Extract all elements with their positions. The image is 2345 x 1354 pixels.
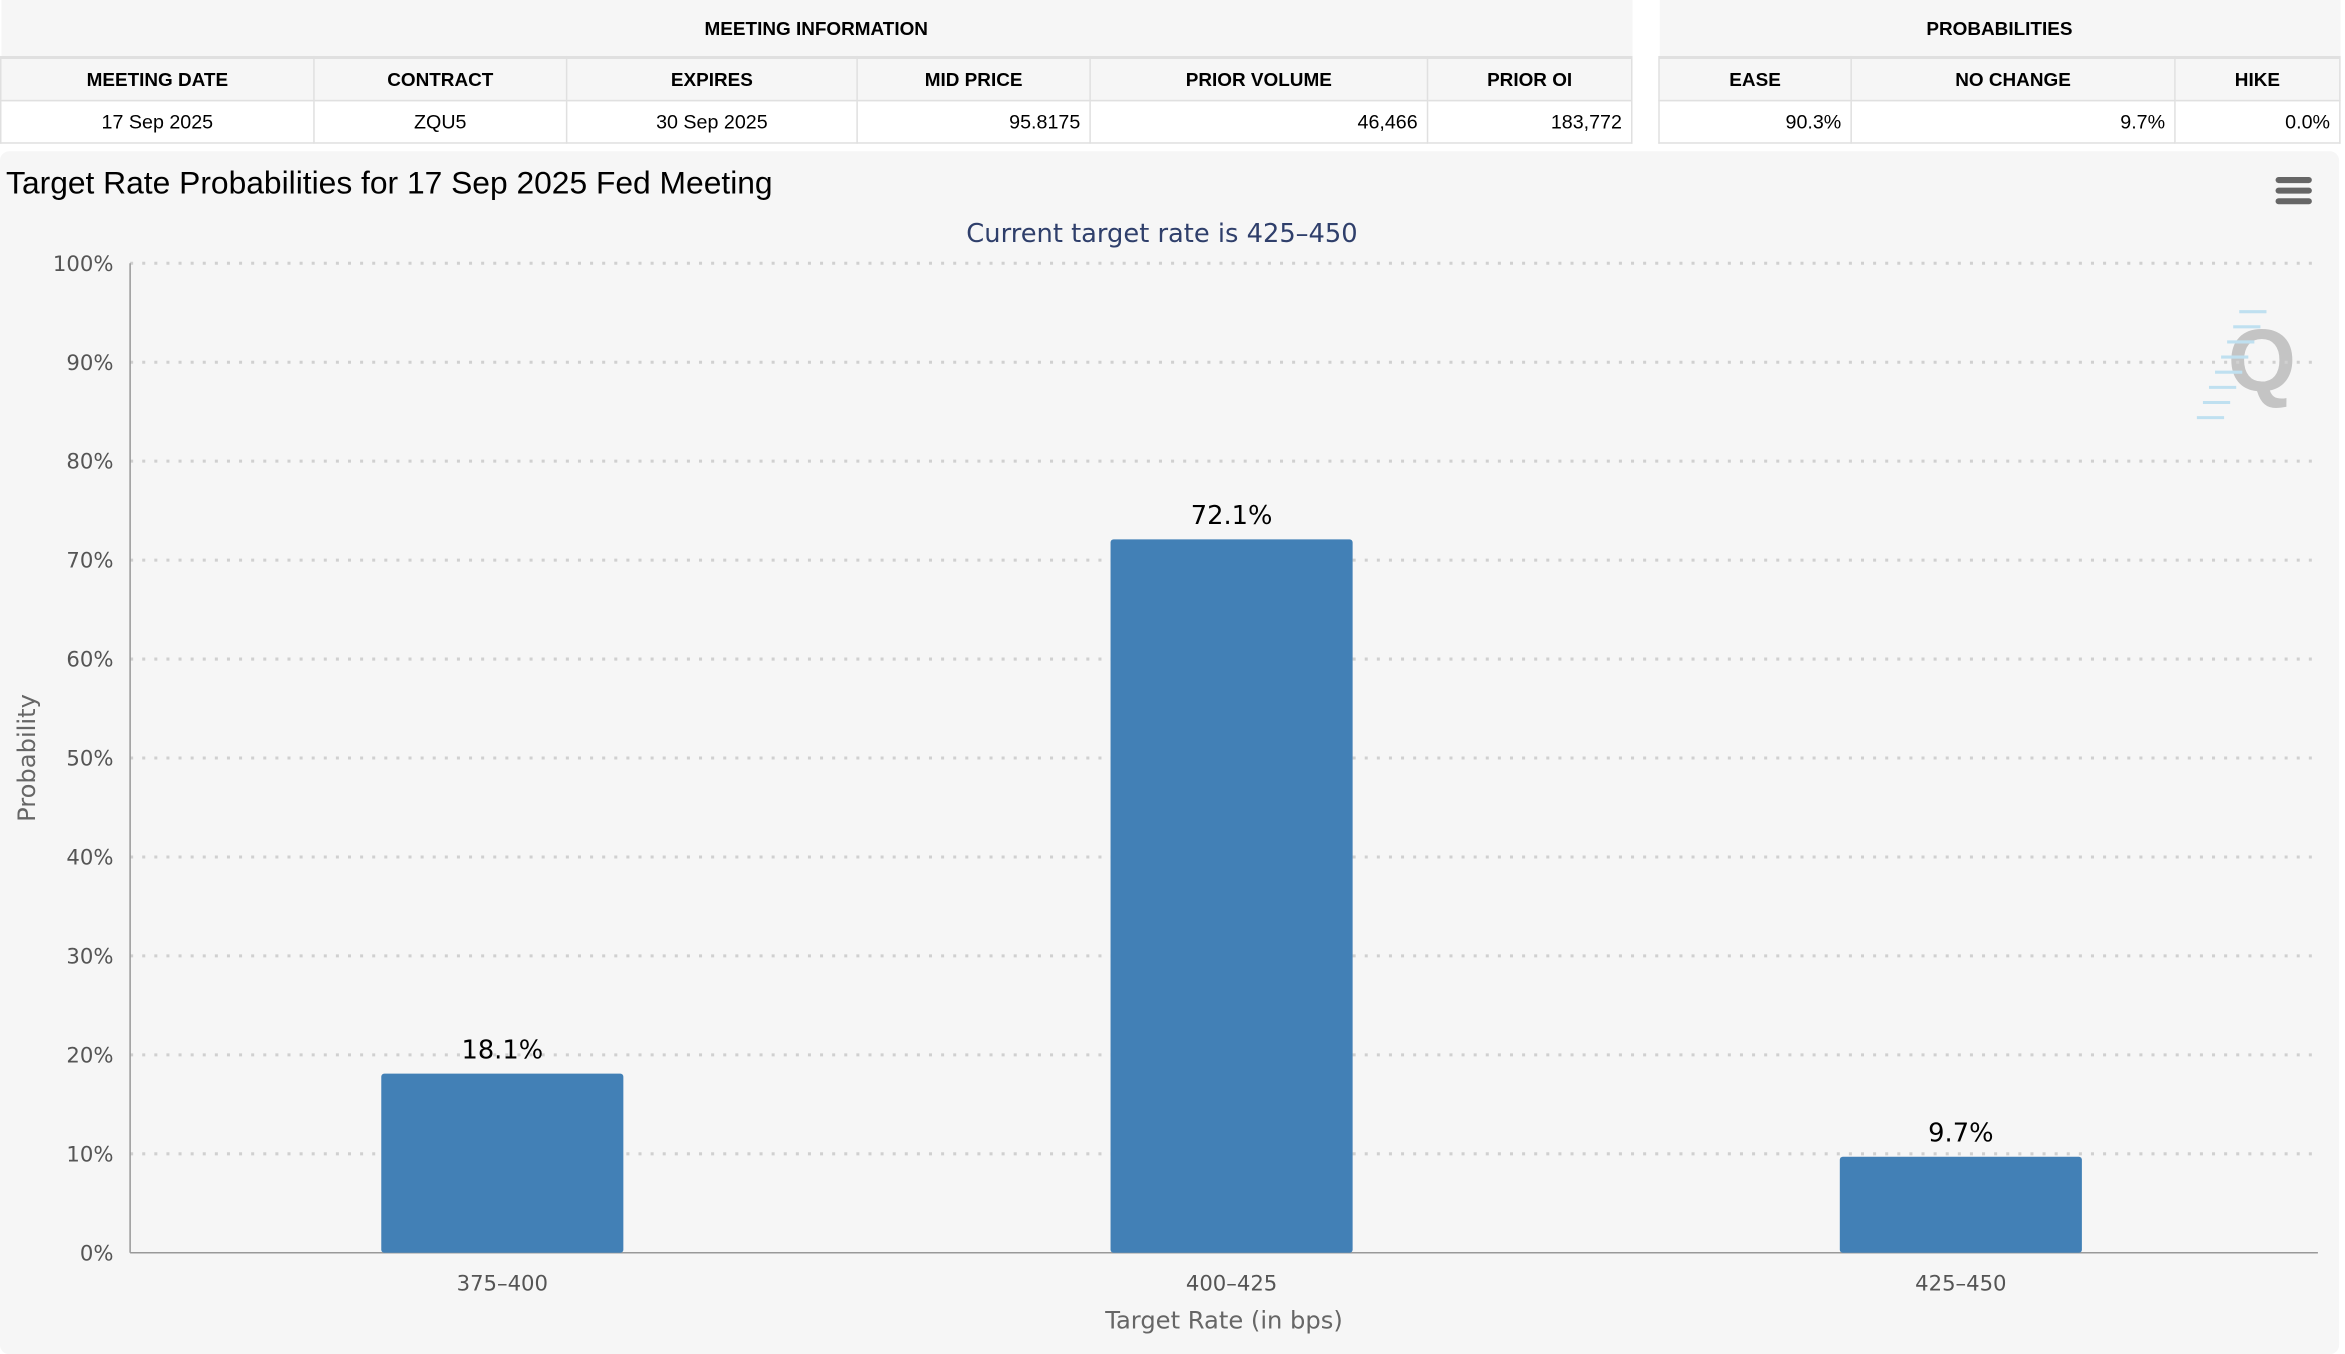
col-header: PRIOR VOLUME (1089, 56, 1429, 102)
cell: 46,466 (1089, 99, 1429, 144)
col-header: CONTRACT (313, 56, 568, 102)
cell: ZQU5 (313, 99, 568, 144)
cell: 9.7% (1850, 99, 2176, 144)
cell: 0.0% (2174, 99, 2341, 144)
probabilities-title: PROBABILITIES (1659, 0, 2340, 60)
x-tick-label: 425–450 (1915, 1271, 2006, 1296)
cell: 17 Sep 2025 (0, 99, 315, 144)
x-tick-label: 375–400 (457, 1271, 548, 1296)
x-tick-label: 400–425 (1186, 1271, 1277, 1296)
cell: 95.8175 (856, 99, 1091, 144)
data-label: 72.1% (1191, 501, 1273, 531)
cell: 183,772 (1426, 99, 1633, 144)
y-tick-label: 20% (66, 1042, 113, 1067)
cell: 30 Sep 2025 (565, 99, 858, 144)
meeting-info-title: MEETING INFORMATION (0, 0, 1632, 60)
col-header: MID PRICE (856, 56, 1091, 102)
bar (1839, 1156, 2082, 1253)
meeting-info-table: MEETING INFORMATION MEETING DATE CONTRAC… (0, 0, 1633, 144)
probabilities-table: PROBABILITIES EASE NO CHANGE HIKE 90.3% … (1658, 0, 2341, 144)
bar (1110, 539, 1353, 1253)
y-tick-label: 100% (53, 251, 114, 276)
col-header: HIKE (2174, 56, 2341, 102)
y-tick-label: 40% (66, 845, 113, 870)
chart-subtitle: Current target rate is 425–450 (966, 219, 1357, 249)
col-header: EASE (1658, 56, 1852, 102)
hamburger-menu-icon[interactable] (2275, 177, 2312, 209)
data-label: 18.1% (461, 1036, 543, 1066)
cell: 90.3% (1658, 99, 1852, 144)
bar (381, 1073, 624, 1253)
chart-title: Target Rate Probabilities for 17 Sep 202… (6, 166, 773, 202)
col-header: MEETING DATE (0, 56, 315, 102)
col-header: EXPIRES (565, 56, 858, 102)
y-tick-label: 50% (66, 746, 113, 771)
chart-panel: Q 0% 10% 20% 30% 40% 50% 60% 70% 80% 90% 100% 18.1% 3… (0, 151, 2340, 1354)
bar-chart: Q0%10%20%30%40%50%60%70%80%90%100%18.1%3… (13, 219, 2318, 1334)
y-tick-label: 30% (66, 943, 113, 968)
table-row: 90.3% 9.7% 0.0% (1658, 99, 2341, 144)
y-tick-label: 80% (66, 449, 113, 474)
table-row: 17 Sep 2025 ZQU5 30 Sep 2025 95.8175 46,… (0, 99, 1633, 144)
y-tick-label: 0% (80, 1240, 114, 1265)
y-tick-label: 70% (66, 548, 113, 573)
y-tick-label: 60% (66, 647, 113, 672)
col-header: NO CHANGE (1850, 56, 2176, 102)
y-tick-label: 90% (66, 350, 113, 375)
y-axis-title: Probability (13, 694, 41, 822)
x-axis-title: Target Rate (in bps) (1104, 1306, 1343, 1334)
data-label: 9.7% (1928, 1119, 1993, 1149)
col-header: PRIOR OI (1426, 56, 1633, 102)
y-tick-label: 10% (66, 1141, 113, 1166)
